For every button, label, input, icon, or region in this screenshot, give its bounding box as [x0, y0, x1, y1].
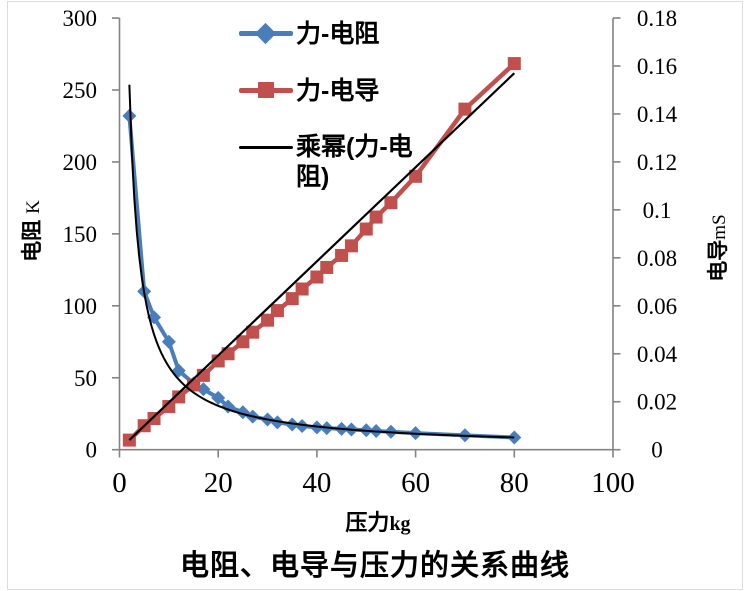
trendline-power	[128, 84, 515, 439]
x-tick-label: 20	[204, 467, 233, 499]
marker-square-conductance	[384, 196, 398, 210]
marker-diamond-resistance	[211, 390, 226, 405]
legend-square-icon	[258, 82, 274, 98]
x-axis-title-unit: kg	[389, 513, 411, 535]
legend-label-force-resistance: 力-电阻	[296, 20, 380, 48]
marker-square-conductance	[172, 390, 186, 404]
y-left-tick-label: 300	[63, 6, 98, 31]
y-axis-title-right-text: 电导	[707, 239, 730, 282]
marker-square-conductance	[162, 400, 176, 414]
marker-square-conductance	[369, 210, 383, 224]
y-right-tick-label: 0.02	[637, 390, 677, 415]
y-axis-title-right: 电导mS	[702, 193, 730, 303]
marker-diamond-resistance	[507, 430, 522, 445]
marker-square-conductance	[310, 270, 324, 284]
marker-square-conductance	[409, 169, 423, 183]
marker-square-conductance	[246, 325, 260, 339]
marker-square-conductance	[507, 57, 521, 71]
marker-square-conductance	[261, 313, 275, 327]
y-right-tick-label: 0	[651, 438, 663, 463]
legend-label-power-trendline: 乘幂(力-电阻)	[296, 133, 413, 191]
x-tick-label: 40	[302, 467, 331, 499]
y-right-tick-label: 0.14	[637, 102, 678, 127]
legend-label-force-conductance: 力-电导	[296, 77, 380, 105]
y-right-tick-label: 0.1	[643, 198, 672, 223]
x-tick-label: 100	[591, 467, 635, 499]
y-right-tick-label: 0.08	[637, 246, 677, 271]
y-right-tick-label: 0.18	[637, 6, 677, 31]
marker-diamond-resistance	[161, 334, 176, 349]
marker-square-conductance	[236, 335, 250, 349]
y-right-tick-label: 0.06	[637, 294, 677, 319]
trendline-linear	[128, 72, 516, 441]
y-right-tick-label: 0.12	[637, 150, 677, 175]
x-tick-label: 60	[401, 467, 430, 499]
marker-square-conductance	[335, 248, 349, 262]
marker-diamond-resistance	[295, 418, 310, 433]
marker-diamond-resistance	[270, 415, 285, 430]
y-axis-title-right-unit: mS	[709, 214, 730, 240]
y-left-tick-label: 0	[86, 438, 98, 463]
y-axis-title-left-unit: K	[23, 200, 44, 214]
marker-square-conductance	[270, 304, 284, 318]
marker-square-conductance	[344, 239, 358, 253]
chart-title: 电阻、电导与压力的关系曲线	[179, 550, 570, 582]
marker-diamond-resistance	[285, 417, 300, 432]
marker-square-conductance	[285, 292, 299, 306]
marker-square-conductance	[458, 102, 472, 116]
y-left-tick-label: 50	[74, 366, 97, 391]
y-left-tick-label: 150	[63, 222, 98, 247]
marker-diamond-resistance	[122, 108, 137, 123]
marker-square-conductance	[295, 282, 309, 296]
x-tick-label: 80	[500, 467, 529, 499]
y-left-tick-label: 200	[63, 150, 98, 175]
y-left-tick-label: 250	[63, 78, 98, 103]
y-axis-title-left-text: 电阻	[21, 219, 44, 262]
y-right-tick-label: 0.16	[637, 54, 677, 79]
x-axis-title-text: 压力	[345, 510, 390, 535]
legend-marker-power-trendline-icon	[239, 146, 293, 149]
marker-square-conductance	[147, 412, 161, 426]
y-left-tick-label: 100	[63, 294, 98, 319]
marker-square-conductance	[320, 260, 334, 274]
x-tick-label: 0	[112, 467, 127, 499]
y-axis-title-left: 电阻 K	[16, 176, 44, 286]
y-right-tick-label: 0.04	[637, 342, 678, 367]
x-axis-title: 压力kg	[278, 505, 478, 537]
marker-square-conductance	[359, 222, 373, 236]
